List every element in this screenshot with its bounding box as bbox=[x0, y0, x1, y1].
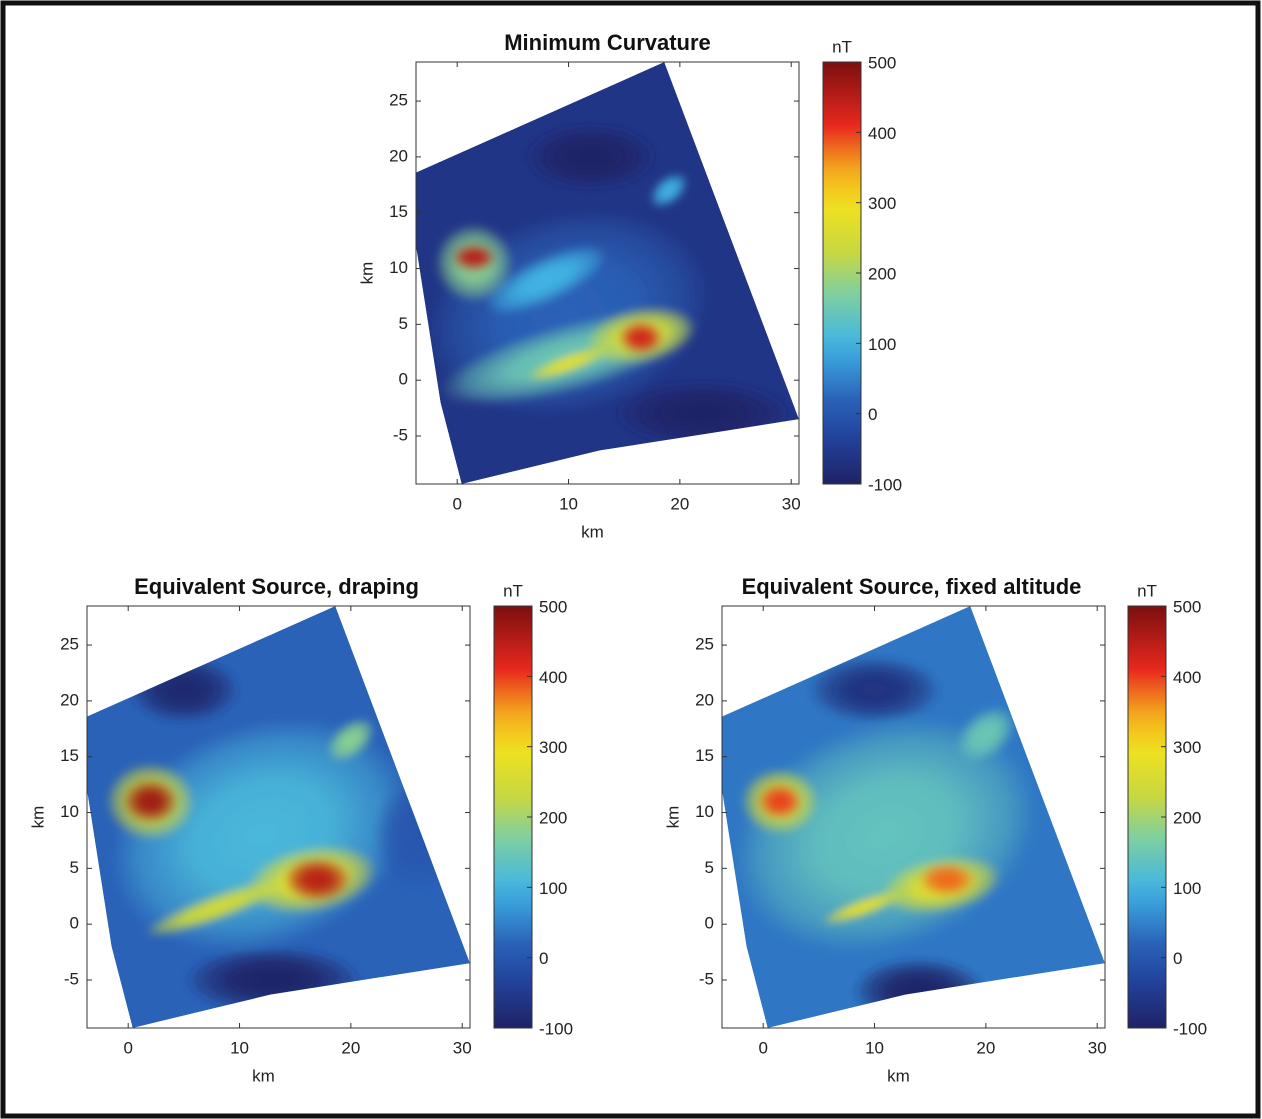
x-tick-label: 30 bbox=[453, 1038, 472, 1057]
anomaly bbox=[128, 656, 240, 724]
x-tick-label: 10 bbox=[230, 1038, 249, 1057]
anomaly bbox=[484, 244, 608, 315]
x-tick-label: 20 bbox=[341, 1038, 360, 1057]
anomaly bbox=[757, 783, 803, 820]
anomaly bbox=[122, 779, 179, 824]
colorbar-label: nT bbox=[1137, 581, 1157, 600]
colorbar-label: nT bbox=[832, 37, 852, 56]
axes-box bbox=[86, 605, 471, 1029]
colorbar-tick-label: 300 bbox=[539, 738, 567, 757]
colorbar-tick-label: 500 bbox=[1173, 597, 1201, 616]
anomaly bbox=[526, 346, 611, 381]
y-tick-label: 5 bbox=[705, 858, 714, 877]
map bbox=[722, 606, 1105, 1028]
y-axis-label: km bbox=[28, 806, 47, 829]
anomaly bbox=[807, 656, 942, 724]
y-tick-label: 15 bbox=[695, 746, 714, 765]
y-tick-label: -5 bbox=[699, 969, 714, 988]
x-axis-label: km bbox=[252, 1066, 275, 1085]
y-tick-label: 10 bbox=[389, 258, 408, 277]
y-tick-label: 5 bbox=[70, 858, 79, 877]
title: Equivalent Source, fixed altitude bbox=[742, 574, 1082, 599]
x-axis-label: km bbox=[581, 522, 604, 541]
x-tick-label: 30 bbox=[782, 494, 801, 513]
x-tick-label: 10 bbox=[559, 494, 578, 513]
anomaly-layer bbox=[734, 656, 1038, 1025]
anomaly bbox=[649, 172, 688, 208]
x-tick-label: 30 bbox=[1088, 1038, 1107, 1057]
y-tick-label: 25 bbox=[60, 635, 79, 654]
y-tick-label: 25 bbox=[695, 635, 714, 654]
colorbar bbox=[822, 61, 862, 485]
x-tick-label: 0 bbox=[123, 1038, 132, 1057]
colorbar-tick-label: 200 bbox=[539, 808, 567, 827]
y-tick-label: 20 bbox=[60, 690, 79, 709]
x-tick-label: 10 bbox=[865, 1038, 884, 1057]
colorbar-tick-label: 300 bbox=[868, 194, 896, 213]
anomaly bbox=[143, 877, 291, 937]
colorbar-label: nT bbox=[503, 581, 523, 600]
colorbar-tick-label: 100 bbox=[868, 335, 896, 354]
y-tick-label: 15 bbox=[389, 202, 408, 221]
colorbar-tick-label: 400 bbox=[1173, 668, 1201, 687]
colorbar-tick-label: 0 bbox=[868, 405, 877, 424]
colorbar-tick-label: 500 bbox=[868, 53, 896, 72]
anomaly bbox=[613, 380, 792, 448]
y-tick-label: 0 bbox=[70, 914, 79, 933]
colorbar-tick-label: -100 bbox=[539, 1019, 573, 1038]
y-tick-label: 0 bbox=[399, 370, 408, 389]
axes-box bbox=[721, 605, 1106, 1029]
axes-box bbox=[415, 61, 800, 485]
anomaly bbox=[451, 242, 497, 272]
anomaly bbox=[919, 862, 975, 897]
colorbar-tick-label: 400 bbox=[868, 124, 896, 143]
colorbar-tick-label: 200 bbox=[868, 264, 896, 283]
colorbar-tick-label: 100 bbox=[1173, 879, 1201, 898]
y-tick-label: 10 bbox=[60, 802, 79, 821]
colorbar-tick-label: -100 bbox=[868, 475, 902, 494]
colorbar-tick-label: 0 bbox=[1173, 949, 1182, 968]
colorbar bbox=[1127, 605, 1167, 1029]
anomaly bbox=[373, 779, 463, 891]
anomaly bbox=[956, 706, 1016, 762]
map bbox=[87, 606, 470, 1028]
colorbar bbox=[493, 605, 533, 1029]
colorbar-tick-label: 100 bbox=[539, 879, 567, 898]
y-tick-label: 15 bbox=[60, 746, 79, 765]
colorbar-tick-label: 500 bbox=[539, 597, 567, 616]
anomaly bbox=[284, 857, 351, 902]
colorbar-tick-label: -100 bbox=[1173, 1019, 1207, 1038]
x-tick-label: 20 bbox=[976, 1038, 995, 1057]
anomaly-layer bbox=[426, 123, 792, 448]
anomaly bbox=[821, 890, 906, 925]
y-tick-label: 0 bbox=[705, 914, 714, 933]
y-tick-label: -5 bbox=[64, 969, 79, 988]
colorbar-tick-label: 0 bbox=[539, 949, 548, 968]
anomaly bbox=[618, 321, 664, 355]
title: Minimum Curvature bbox=[504, 30, 711, 55]
anomaly bbox=[326, 717, 375, 762]
y-tick-label: -5 bbox=[393, 425, 408, 444]
y-tick-label: 10 bbox=[695, 802, 714, 821]
y-tick-label: 20 bbox=[695, 690, 714, 709]
colorbar-tick-label: 400 bbox=[539, 668, 567, 687]
x-tick-label: 0 bbox=[758, 1038, 767, 1057]
y-tick-label: 5 bbox=[399, 314, 408, 333]
anomaly bbox=[852, 957, 986, 1025]
x-axis-label: km bbox=[887, 1066, 910, 1085]
y-axis-label: km bbox=[663, 806, 682, 829]
anomaly bbox=[183, 946, 363, 1014]
x-tick-label: 0 bbox=[452, 494, 461, 513]
y-tick-label: 20 bbox=[389, 146, 408, 165]
map bbox=[416, 62, 799, 484]
title: Equivalent Source, draping bbox=[134, 574, 419, 599]
y-tick-label: 25 bbox=[389, 91, 408, 110]
anomaly bbox=[523, 123, 658, 191]
colorbar-tick-label: 200 bbox=[1173, 808, 1201, 827]
colorbar-tick-label: 300 bbox=[1173, 738, 1201, 757]
y-axis-label: km bbox=[357, 262, 376, 285]
x-tick-label: 20 bbox=[670, 494, 689, 513]
